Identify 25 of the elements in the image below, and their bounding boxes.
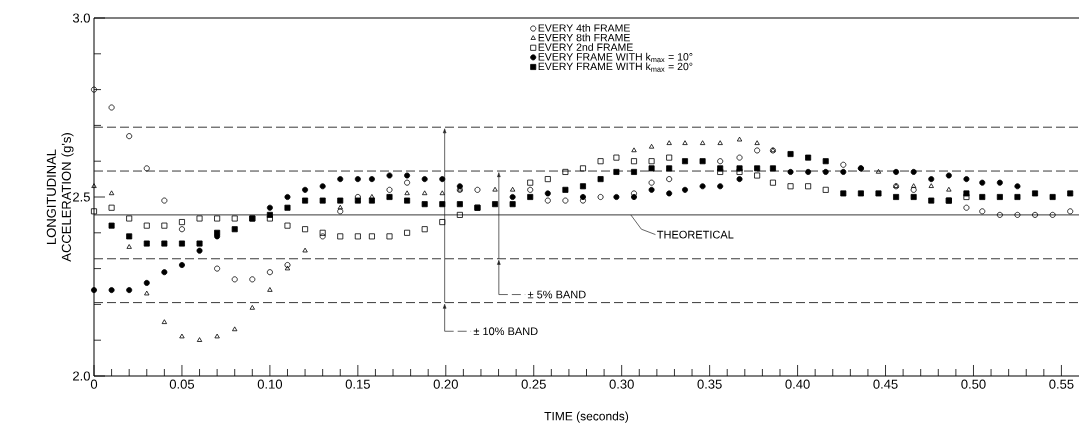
x-tick-label: 0.25: [521, 379, 546, 389]
x-tick-label: 0.15: [345, 379, 370, 389]
legend-label: EVERY FRAME WITH k$_{max}$ = 10°: [538, 52, 693, 63]
y-tick-label: 3.0: [72, 13, 90, 23]
legend-label: EVERY 8th FRAME: [538, 33, 630, 42]
x-tick-label: 0.10: [257, 379, 283, 389]
ref-line-label: THEORETICAL: [657, 230, 734, 239]
x-tick-label: 0.05: [169, 379, 195, 389]
x-tick-label: 0.40: [785, 379, 810, 389]
x-tick-label: 0.55: [1049, 379, 1074, 389]
legend-label: EVERY FRAME WITH k$_{max}$ = 20°: [538, 62, 693, 72]
y-tick-label: 2.5: [73, 192, 90, 202]
x-tick-label: 0.30: [609, 379, 634, 389]
legend-label: ± 10% BAND: [473, 327, 538, 336]
legend-label: EVERY 4th FRAME: [538, 23, 630, 32]
legend-label: EVERY 2nd FRAME: [538, 43, 633, 51]
x-tick-label: 0: [90, 379, 98, 389]
x-axis-title: TIME (seconds): [544, 411, 629, 423]
y-tick-label: 2.0: [73, 371, 90, 381]
x-tick-label: 0.20: [433, 379, 458, 389]
x-tick-label: 0.45: [873, 379, 898, 389]
x-tick-label: 0.50: [961, 379, 986, 389]
legend-label: ± 5% BAND: [527, 290, 586, 299]
y-axis-title: LONGITUDINAL ACCELERATION (g's): [46, 133, 74, 262]
x-tick-label: 0.35: [697, 379, 722, 389]
